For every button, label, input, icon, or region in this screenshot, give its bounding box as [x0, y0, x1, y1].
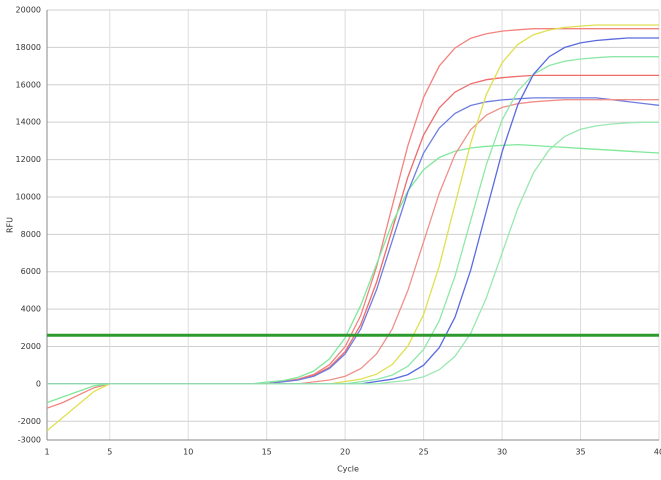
y-tick-label: 12000 — [16, 155, 41, 164]
y-axis-label: RFU — [6, 217, 15, 233]
x-tick-label: 1 — [44, 448, 49, 457]
y-tick-label: -2000 — [18, 417, 41, 426]
x-axis-label: Cycle — [337, 465, 359, 474]
y-tick-label: 8000 — [21, 230, 41, 239]
x-tick-label: 25 — [419, 448, 429, 457]
y-tick-label: 10000 — [16, 192, 41, 201]
x-tick-label: 10 — [183, 448, 193, 457]
series-line — [47, 121, 659, 385]
y-tick-label: 0 — [36, 379, 41, 388]
x-tick-label: 5 — [107, 448, 112, 457]
y-tick-label: 2000 — [21, 342, 41, 351]
x-tick-label: 15 — [262, 448, 272, 457]
y-tick-label: 16000 — [16, 80, 41, 89]
y-tick-label: -3000 — [18, 436, 41, 445]
x-tick-label: 40 — [654, 448, 661, 457]
y-tick-label: 18000 — [16, 43, 41, 52]
x-tick-label: 20 — [340, 448, 350, 457]
y-tick-label: 4000 — [21, 305, 41, 314]
x-tick-label: 30 — [497, 448, 507, 457]
y-tick-label: 6000 — [21, 267, 41, 276]
y-tick-label: 14000 — [16, 118, 41, 127]
x-tick-label: 35 — [575, 448, 585, 457]
y-tick-label: 20000 — [16, 6, 41, 15]
